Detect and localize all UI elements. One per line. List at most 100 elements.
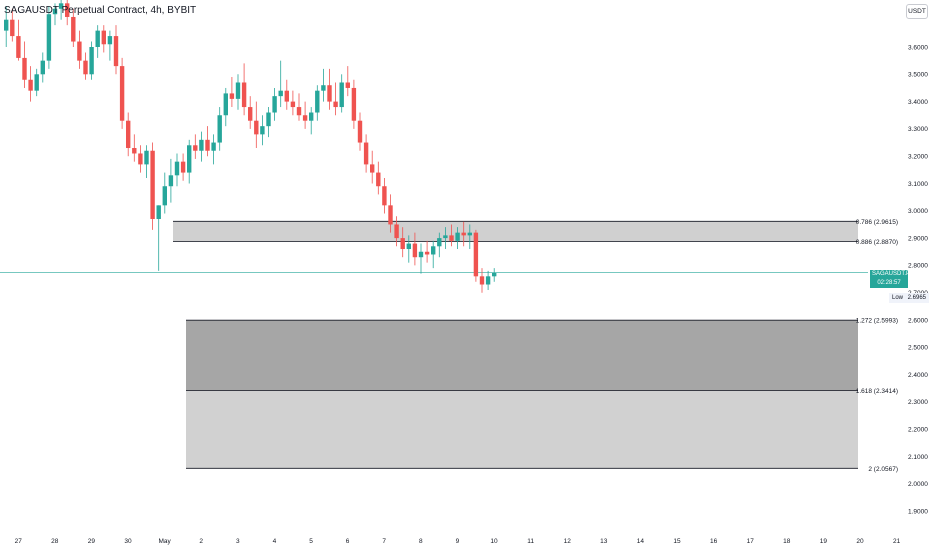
candle-body [16, 36, 21, 58]
candle-body [162, 186, 167, 206]
x-tick-label: 21 [893, 538, 901, 545]
x-tick-label: May [158, 538, 171, 545]
candle-body [235, 82, 241, 99]
candle-body [431, 246, 436, 255]
candle-body [71, 16, 76, 42]
candle-body [266, 112, 271, 127]
x-tick-label: 4 [273, 538, 277, 545]
price-tag-countdown: 02:28:57 [877, 280, 901, 286]
candle-body [424, 251, 430, 255]
currency-button[interactable]: USDT [906, 4, 928, 19]
candle-body [400, 238, 405, 250]
x-tick-label: 13 [600, 538, 608, 545]
candle-body [443, 235, 448, 239]
candle-body [455, 232, 460, 241]
y-tick-label: 3.3000 [908, 126, 928, 133]
candle-body [296, 107, 302, 116]
x-tick-label: 29 [88, 538, 96, 545]
candle-body [370, 164, 375, 173]
y-axis: 3.6000 3.5000 3.4000 3.3000 3.2000 3.1000 3.00… [908, 44, 928, 515]
candle-body [351, 87, 357, 121]
candle-body [52, 8, 58, 15]
fib-label: 1.272 (2.5993) [856, 318, 898, 325]
candle-body [437, 238, 442, 247]
low-label: Low [892, 295, 904, 301]
candle-body [473, 232, 479, 277]
y-tick-label: 2.4000 [908, 372, 928, 379]
candle-body [28, 79, 33, 91]
x-tick-label: 16 [710, 538, 718, 545]
candle-body [40, 60, 45, 75]
price-tag-symbol: SAGAUSDT.P [872, 271, 911, 277]
candle-body [113, 36, 119, 67]
candle-body [4, 19, 9, 31]
candle-body [461, 232, 466, 236]
x-tick-label: 8 [419, 538, 423, 545]
candle-body [376, 172, 381, 187]
y-tick-label: 3.6000 [908, 44, 928, 51]
candle-body [327, 85, 332, 102]
candle-body [406, 243, 411, 250]
low-tag: Low 2.6965 [889, 293, 929, 303]
y-tick-label: 3.1000 [908, 181, 928, 188]
candle-body [485, 276, 491, 285]
candle-body [388, 205, 393, 225]
x-tick-label: 12 [564, 538, 572, 545]
x-tick-label: 17 [747, 538, 755, 545]
candle-body [126, 120, 131, 149]
candle-body [83, 60, 88, 75]
candles [4, 0, 497, 293]
candle-body [254, 120, 259, 135]
candle-body [492, 272, 497, 277]
price-tag-price: 2.7733 [910, 271, 929, 277]
candle-body [180, 161, 186, 173]
candle-body [272, 96, 277, 113]
candle-body [22, 57, 27, 80]
y-tick-label: 2.5000 [908, 345, 928, 352]
candle-body [260, 126, 265, 135]
candle-body [193, 145, 198, 151]
candle-body [357, 120, 363, 143]
candle-body [382, 186, 387, 206]
candle-body [174, 161, 180, 176]
x-tick-label: 14 [637, 538, 645, 545]
candle-body [223, 93, 228, 116]
low-value: 2.6965 [907, 295, 926, 301]
x-tick-label: 3 [236, 538, 240, 545]
y-tick-label: 2.6000 [908, 317, 928, 324]
y-tick-label: 3.5000 [908, 72, 928, 79]
candle-body [333, 101, 338, 108]
fib-label: 0.886 (2.8870) [856, 239, 898, 246]
x-tick-label: 2 [199, 538, 203, 545]
candle-body [418, 251, 424, 258]
candle-body [284, 90, 289, 102]
candle-body [132, 148, 137, 154]
candle-body [168, 175, 174, 187]
chart-title: SAGAUSDT Perpetual Contract, 4h, BYBIT [4, 5, 197, 16]
y-tick-label: 3.4000 [908, 99, 928, 106]
fib-zone-mid [186, 320, 858, 391]
candle-body [144, 150, 149, 165]
y-tick-label: 2.9000 [908, 235, 928, 242]
candle-body [394, 224, 399, 239]
x-tick-label: 7 [382, 538, 386, 545]
x-tick-label: 10 [490, 538, 498, 545]
x-tick-label: 11 [527, 538, 534, 545]
fib-label: 1.618 (2.3414) [856, 388, 898, 395]
candle-body [290, 101, 296, 108]
candle-body [412, 243, 418, 258]
candle-body [95, 30, 100, 47]
candle-body [138, 153, 143, 165]
candle-body [34, 74, 39, 91]
candle-body [229, 93, 235, 99]
candle-body [187, 145, 192, 173]
candle-body [211, 142, 216, 151]
candle-body [77, 41, 82, 61]
candle-body [58, 3, 64, 9]
candle-body [315, 90, 320, 113]
candle-body [302, 115, 308, 121]
y-tick-label: 3.2000 [908, 154, 928, 161]
y-tick-label: 1.9000 [908, 508, 928, 515]
candle-body [278, 90, 283, 97]
